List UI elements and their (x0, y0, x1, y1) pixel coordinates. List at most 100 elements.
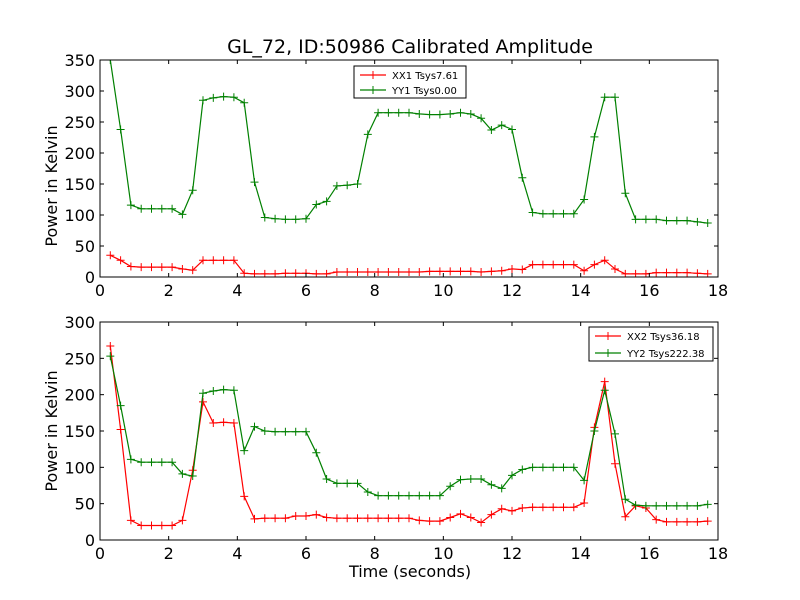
data-point-0-1-8 (188, 186, 197, 195)
data-point-1-0-39 (508, 506, 516, 515)
data-point-0-0-13 (240, 269, 249, 277)
data-point-1-1-23 (343, 479, 352, 488)
data-point-1-0-31 (425, 517, 434, 526)
data-point-0-0-47 (590, 260, 599, 269)
data-point-1-1-38 (497, 484, 506, 493)
data-point-1-0-11 (219, 418, 228, 427)
legend-0: XX1 Tsys7.61 YY1 Tsys0.00 (353, 65, 467, 99)
data-point-0-0-54 (662, 268, 671, 277)
data-point-0-1-23 (343, 181, 352, 190)
data-point-1-1-31 (425, 491, 434, 500)
x-tick-label-1-0: 0 (95, 544, 105, 563)
data-point-1-1-6 (168, 458, 177, 467)
data-point-0-1-39 (508, 125, 516, 134)
data-point-0-0-56 (683, 268, 692, 277)
data-point-1-1-20 (312, 448, 321, 457)
data-point-1-1-43 (549, 463, 558, 472)
data-point-1-0-23 (343, 514, 352, 523)
data-point-0-1-16 (271, 214, 280, 223)
data-point-0-0-36 (477, 268, 486, 277)
data-point-0-1-14 (250, 178, 259, 187)
data-point-0-1-13 (240, 98, 249, 107)
data-point-1-0-4 (147, 521, 156, 530)
data-point-1-1-19 (302, 427, 310, 436)
data-point-0-0-25 (363, 268, 372, 277)
data-point-1-1-21 (322, 474, 331, 483)
data-point-0-1-55 (672, 216, 681, 225)
data-point-0-0-22 (332, 268, 341, 277)
data-point-1-1-13 (240, 446, 249, 455)
x-tick-label-1-7: 14 (570, 544, 590, 563)
data-point-1-0-25 (363, 514, 372, 523)
data-point-0-1-58 (703, 219, 712, 228)
data-point-1-1-58 (703, 500, 712, 509)
data-point-0-1-42 (538, 209, 547, 218)
data-point-0-1-57 (693, 217, 702, 226)
x-tick-label-1-2: 4 (232, 544, 242, 563)
y-tick-label-0-0: 0 (85, 268, 95, 287)
data-point-1-0-3 (137, 521, 146, 530)
x-tick-label-0-8: 16 (639, 281, 659, 300)
x-tick-label-0-2: 4 (232, 281, 242, 300)
data-point-1-1-9 (199, 389, 207, 398)
data-point-1-1-11 (219, 385, 228, 394)
x-tick-label-1-8: 16 (639, 544, 659, 563)
data-point-1-1-51 (631, 501, 640, 510)
data-point-1-1-42 (538, 463, 547, 472)
data-point-1-0-46 (580, 498, 589, 507)
data-point-1-0-30 (415, 516, 424, 525)
data-point-1-1-34 (456, 475, 465, 484)
data-point-1-1-36 (477, 474, 486, 483)
data-point-1-0-6 (168, 521, 177, 530)
data-point-1-0-24 (353, 514, 362, 523)
top-y-axis-label: Power in Kelvin (42, 125, 61, 246)
data-point-0-1-34 (456, 108, 465, 117)
data-point-1-1-47 (590, 427, 599, 435)
data-point-0-1-43 (549, 209, 558, 218)
data-point-1-0-49 (611, 459, 619, 468)
data-point-1-1-24 (353, 479, 362, 488)
x-tick-label-0-3: 6 (301, 281, 311, 300)
data-point-0-1-38 (497, 121, 506, 130)
data-point-0-1-45 (569, 209, 578, 218)
data-point-1-0-33 (446, 513, 455, 522)
data-point-0-0-11 (219, 256, 228, 265)
data-point-1-0-16 (271, 514, 280, 523)
data-point-0-0-4 (147, 263, 156, 272)
data-point-0-0-53 (652, 268, 661, 277)
data-point-1-1-16 (271, 427, 280, 436)
data-point-0-0-3 (137, 263, 146, 272)
data-point-0-0-8 (188, 266, 197, 275)
data-point-0-0-37 (487, 267, 496, 276)
x-tick-label-0-5: 10 (433, 281, 453, 300)
data-point-1-1-54 (662, 501, 671, 510)
data-point-1-1-44 (559, 463, 568, 472)
data-point-1-1-26 (374, 491, 383, 500)
data-point-0-0-30 (415, 268, 424, 277)
data-point-0-1-22 (332, 181, 341, 190)
data-point-0-1-25 (363, 130, 372, 139)
data-point-1-1-10 (209, 387, 218, 396)
data-point-1-1-4 (147, 458, 156, 467)
data-point-0-0-40 (518, 265, 527, 274)
data-point-1-1-57 (693, 501, 702, 510)
x-tick-label-1-9: 18 (708, 544, 728, 563)
data-point-0-0-55 (672, 268, 681, 277)
data-point-0-1-24 (353, 180, 362, 188)
data-point-0-1-40 (518, 173, 527, 182)
data-point-1-0-29 (405, 514, 413, 523)
data-point-1-0-2 (126, 516, 135, 525)
legend-label-1-0: XX2 Tsys36.18 (627, 332, 700, 343)
y-tick-label-1-1: 50 (75, 495, 95, 514)
data-point-1-1-53 (652, 501, 661, 510)
legend-marker-1-1 (604, 349, 612, 357)
data-point-0-0-29 (405, 268, 413, 277)
data-point-0-1-0 (106, 60, 115, 64)
data-point-1-0-27 (384, 514, 393, 523)
x-tick-label-1-4: 8 (370, 544, 380, 563)
data-point-1-1-48 (600, 386, 609, 395)
legend-label-0-1: YY1 Tsys0.00 (391, 86, 457, 97)
data-point-1-0-0 (106, 341, 115, 350)
data-point-0-1-53 (652, 215, 661, 224)
